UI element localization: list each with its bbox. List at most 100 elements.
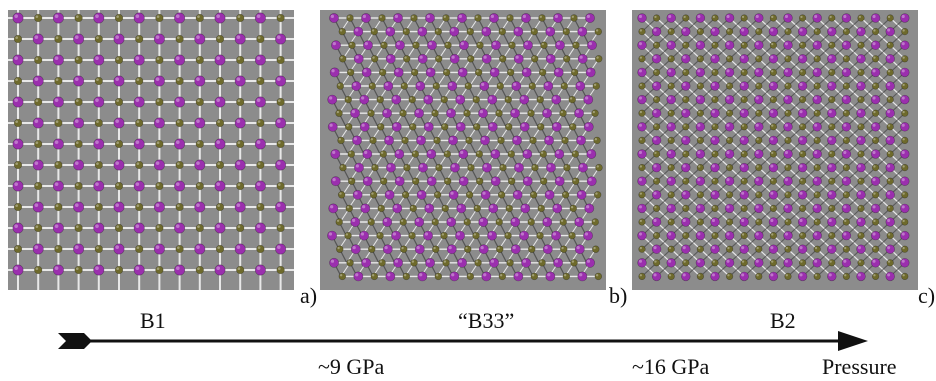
anion-atom-highlight xyxy=(15,204,18,207)
anion-atom-highlight xyxy=(441,97,445,100)
anion-atom xyxy=(711,68,719,77)
cation-atom-highlight xyxy=(175,140,180,144)
anion-atom xyxy=(378,259,386,267)
anion-atom-highlight xyxy=(668,83,672,86)
anion-atom xyxy=(638,245,646,253)
anion-atom xyxy=(472,95,480,104)
cation-atom xyxy=(754,258,764,268)
anion-atom-highlight xyxy=(96,120,99,123)
cation-atom-highlight xyxy=(872,123,876,127)
bond xyxy=(846,17,862,33)
anion-atom xyxy=(433,136,441,145)
cation-atom xyxy=(856,190,866,200)
cation-atom-highlight xyxy=(555,69,559,73)
cation-atom-highlight xyxy=(524,150,528,154)
anion-atom xyxy=(367,218,375,226)
cation-atom xyxy=(783,40,793,50)
cation-atom-highlight xyxy=(54,14,59,18)
cation-atom-highlight xyxy=(328,232,333,236)
anion-atom-highlight xyxy=(116,99,119,102)
bond xyxy=(656,112,672,128)
anion-atom-highlight xyxy=(528,110,532,114)
anion-atom xyxy=(506,14,514,22)
anion-atom-highlight xyxy=(654,15,657,18)
anion-atom xyxy=(13,118,23,128)
anion-atom-highlight xyxy=(683,15,686,18)
cation-atom-highlight xyxy=(175,266,180,270)
cation-atom xyxy=(353,53,364,64)
anion-atom xyxy=(740,177,748,185)
anion-atom-highlight xyxy=(683,124,686,127)
anion-atom xyxy=(495,218,503,226)
cation-atom-highlight xyxy=(448,218,452,222)
anion-atom-highlight xyxy=(771,206,774,209)
anion-atom xyxy=(901,164,909,172)
cation-atom-highlight xyxy=(483,28,487,32)
anion-atom xyxy=(769,95,777,104)
anion-atom xyxy=(591,109,599,117)
cation-atom-highlight xyxy=(330,259,335,263)
anion-atom xyxy=(901,136,909,144)
cation-atom xyxy=(481,26,492,37)
bond xyxy=(685,58,701,73)
cation-atom xyxy=(768,217,779,227)
bond xyxy=(860,167,876,182)
anion-atom xyxy=(347,150,356,158)
anion-atom-highlight xyxy=(727,246,730,250)
cation-atom-highlight xyxy=(556,177,560,182)
anion-atom-highlight xyxy=(756,274,759,277)
cation-atom xyxy=(93,264,105,276)
cation-atom xyxy=(489,13,499,23)
cation-atom xyxy=(514,162,524,173)
bond xyxy=(729,44,745,60)
anion-atom xyxy=(54,244,63,254)
bond xyxy=(802,85,818,101)
cation-atom xyxy=(32,33,44,45)
cation-atom xyxy=(542,108,552,119)
bond xyxy=(846,153,862,169)
anion-atom-highlight xyxy=(257,120,261,123)
cation-atom-highlight xyxy=(155,119,160,123)
cation-atom xyxy=(552,203,563,214)
anion-atom-highlight xyxy=(55,246,59,249)
cation-atom xyxy=(385,26,396,37)
cation-atom-highlight xyxy=(256,56,261,60)
cation-atom-highlight xyxy=(14,182,18,186)
anion-atom xyxy=(813,55,821,63)
anion-atom-highlight xyxy=(411,260,415,263)
cation-atom xyxy=(73,117,85,129)
bond xyxy=(758,44,774,60)
anion-atom xyxy=(562,27,570,36)
cation-atom xyxy=(362,176,373,187)
anion-atom-highlight xyxy=(639,219,642,222)
cation-atom-highlight xyxy=(115,77,119,81)
anion-atom xyxy=(667,55,675,63)
cation-atom xyxy=(586,176,597,187)
bond xyxy=(758,17,774,33)
cation-atom xyxy=(827,81,837,91)
cation-atom xyxy=(73,33,85,45)
anion-atom xyxy=(755,136,763,144)
bond xyxy=(729,17,745,33)
cation-atom xyxy=(174,222,186,234)
anion-atom-highlight xyxy=(654,42,657,46)
bond xyxy=(743,221,760,237)
cation-atom xyxy=(153,75,165,87)
cation-atom-highlight xyxy=(770,218,774,223)
cation-atom xyxy=(174,96,186,108)
cation-atom xyxy=(637,122,647,132)
anion-atom xyxy=(408,231,416,240)
anion-atom xyxy=(505,123,513,131)
cation-atom xyxy=(637,203,647,214)
anion-atom xyxy=(400,245,408,253)
cation-atom-highlight xyxy=(522,14,526,18)
anion-atom xyxy=(653,232,661,240)
cation-atom-highlight xyxy=(814,178,818,182)
anion-atom xyxy=(377,204,385,213)
cation-atom xyxy=(424,203,435,214)
anion-atom-highlight xyxy=(197,267,200,271)
anion-atom xyxy=(400,82,408,90)
cation-atom xyxy=(666,203,676,214)
anion-atom-highlight xyxy=(35,225,39,228)
cation-atom-highlight xyxy=(585,96,589,100)
